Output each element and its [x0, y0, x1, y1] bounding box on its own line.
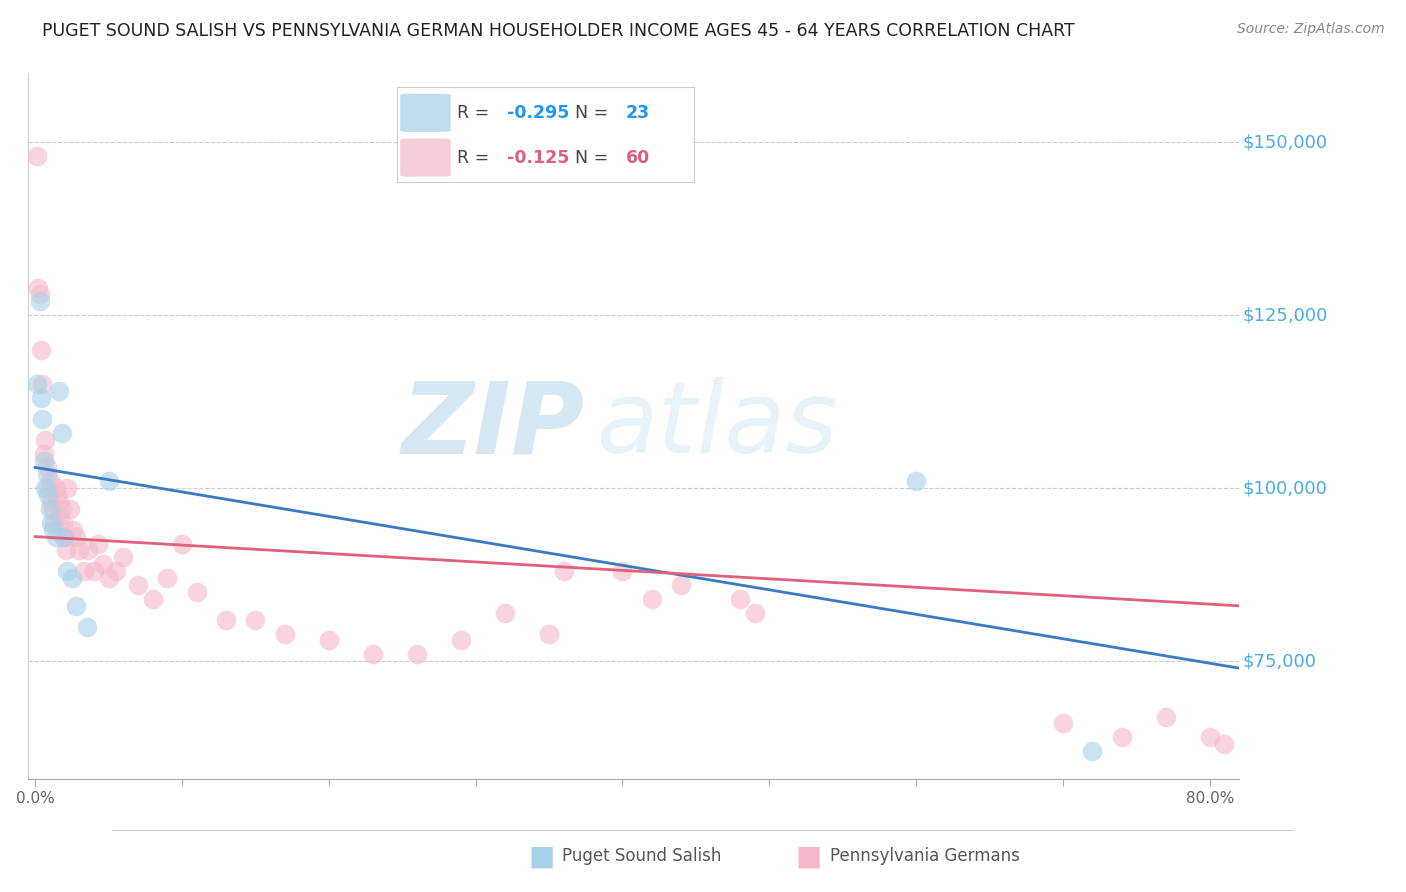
Point: [53, 530, 76, 544]
Point: [1198, 731, 1220, 745]
Text: $125,000: $125,000: [1243, 306, 1329, 324]
Point: [87, 536, 110, 550]
Point: [37, 481, 59, 495]
Point: [55, 543, 77, 558]
Point: [215, 613, 238, 627]
Point: [35, 460, 58, 475]
Point: [77, 543, 100, 558]
Text: atlas: atlas: [598, 377, 839, 475]
Point: [28, 294, 51, 309]
Point: [97, 475, 120, 489]
Point: [42, 523, 65, 537]
Point: [641, 591, 664, 606]
Point: [318, 633, 340, 648]
Point: [46, 488, 69, 502]
Point: [51, 502, 73, 516]
Point: [62, 523, 84, 537]
Point: [728, 591, 751, 606]
Point: [65, 599, 87, 613]
Point: [30, 391, 52, 405]
Point: [31, 412, 53, 426]
Point: [245, 613, 267, 627]
Text: Pennsylvania Germans: Pennsylvania Germans: [830, 847, 1019, 865]
Point: [1081, 744, 1104, 758]
Text: ■: ■: [529, 842, 554, 871]
Point: [127, 578, 149, 592]
Point: [156, 571, 179, 585]
Point: [1111, 731, 1133, 745]
Point: [51, 425, 73, 440]
Point: [39, 495, 62, 509]
Point: [405, 647, 427, 661]
Text: ZIP: ZIP: [402, 377, 585, 475]
Point: [48, 495, 70, 509]
Point: [56, 481, 79, 495]
Point: [1052, 716, 1074, 731]
Point: [744, 606, 766, 620]
Point: [34, 433, 56, 447]
Point: [56, 564, 79, 578]
Text: $75,000: $75,000: [1243, 652, 1317, 670]
Point: [32, 447, 55, 461]
Point: [42, 502, 65, 516]
Point: [142, 591, 165, 606]
Point: [32, 453, 55, 467]
Point: [83, 564, 105, 578]
Point: [31, 377, 53, 392]
Text: $150,000: $150,000: [1243, 133, 1327, 151]
Point: [35, 467, 58, 482]
Point: [612, 564, 634, 578]
Point: [91, 558, 114, 572]
Point: [1154, 709, 1177, 723]
Point: [669, 578, 692, 592]
Point: [45, 530, 67, 544]
Point: [494, 606, 516, 620]
Point: [905, 475, 928, 489]
Point: [34, 481, 56, 495]
Point: [38, 475, 60, 489]
Text: Puget Sound Salish: Puget Sound Salish: [562, 847, 721, 865]
Point: [76, 619, 98, 633]
Point: [104, 564, 127, 578]
Point: [186, 585, 208, 599]
Point: [361, 647, 384, 661]
Point: [59, 502, 82, 516]
Point: [49, 508, 72, 523]
Point: [537, 626, 560, 640]
Point: [52, 516, 75, 530]
Point: [28, 287, 51, 301]
Point: [44, 516, 66, 530]
Point: [450, 633, 472, 648]
Point: [112, 550, 135, 565]
Point: [27, 280, 49, 294]
Text: Source: ZipAtlas.com: Source: ZipAtlas.com: [1237, 22, 1385, 37]
Point: [1213, 737, 1236, 751]
Point: [30, 343, 52, 357]
Point: [97, 571, 120, 585]
Point: [60, 571, 83, 585]
Point: [38, 502, 60, 516]
Point: [37, 488, 59, 502]
Point: [170, 536, 193, 550]
Point: [25, 377, 48, 392]
Text: ■: ■: [796, 842, 821, 871]
Point: [65, 530, 87, 544]
Point: [39, 516, 62, 530]
Point: [48, 384, 70, 399]
Text: PUGET SOUND SALISH VS PENNSYLVANIA GERMAN HOUSEHOLDER INCOME AGES 45 - 64 YEARS : PUGET SOUND SALISH VS PENNSYLVANIA GERMA…: [42, 22, 1076, 40]
Point: [53, 530, 76, 544]
Point: [274, 626, 297, 640]
Point: [553, 564, 575, 578]
Point: [67, 543, 90, 558]
Point: [25, 149, 48, 163]
Text: $100,000: $100,000: [1243, 479, 1327, 497]
Point: [45, 481, 67, 495]
Point: [72, 564, 94, 578]
